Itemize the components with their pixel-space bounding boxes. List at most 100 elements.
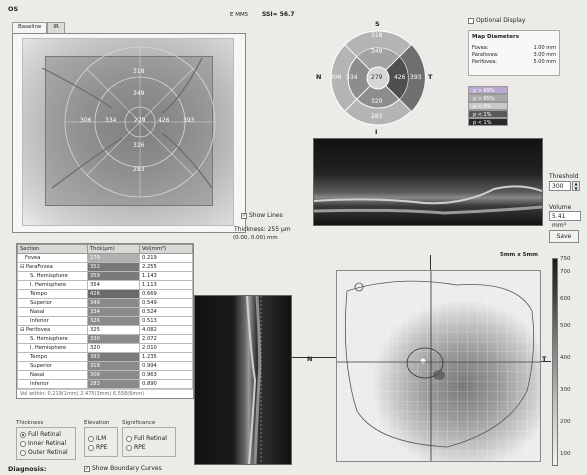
map-vertical-axis-top <box>430 255 431 270</box>
sector-outer-inferior: 283 <box>371 113 383 120</box>
sector-center: 279 <box>371 74 383 81</box>
save-button[interactable]: Save <box>549 230 579 243</box>
scale-tick-750: 750 <box>560 256 571 262</box>
table-row[interactable]: I. Hemisphere 354 1.113 <box>17 280 193 290</box>
sector-letter-s: S <box>375 20 380 28</box>
table-row[interactable]: Superior 349 0.549 <box>17 298 193 308</box>
table-row[interactable]: Inferior 326 0.513 <box>17 316 193 326</box>
section-name-cell: I. Hemisphere <box>17 343 88 353</box>
legend-p99: p > 99% <box>468 86 508 94</box>
volume-cell: 2.255 <box>139 262 193 272</box>
show-boundary-toggle[interactable]: ✓ Show Boundary Curves <box>84 465 162 472</box>
fundus-label-lower: 326 <box>133 142 145 149</box>
bscan-layers <box>313 185 543 215</box>
fundus-grid-overlay <box>41 46 216 198</box>
section-name-cell: Inferior <box>17 316 88 326</box>
volume-cell: 0.513 <box>139 316 193 326</box>
scale-tick-700: 700 <box>560 269 571 275</box>
fundus-label-outer-temporal: 393 <box>183 117 195 124</box>
show-boundary-checkbox[interactable]: ✓ <box>84 465 90 472</box>
volume-cell: 0.524 <box>139 307 193 317</box>
map-horizontal-axis-left <box>290 357 336 358</box>
table-row[interactable]: ⊟ ParaFovea 352 2.255 <box>17 262 193 272</box>
thickness-options: Thickness Full Retinal Inner Retinal Out… <box>16 420 76 460</box>
radio-outer-retinal[interactable]: Outer Retinal <box>20 448 72 457</box>
legend-p5: p < 5% <box>468 102 508 110</box>
table-row[interactable]: Tempo 426 0.669 <box>17 289 193 299</box>
map-diameters-box: Map Diameters Fovea: 1.00 mm Parafovea: 3.… <box>468 30 560 76</box>
sector-letter-n: N <box>316 73 322 81</box>
eye-label: OS <box>8 5 19 13</box>
radio-inner-retinal[interactable]: Inner Retinal <box>20 439 72 448</box>
volume-cell: 1.235 <box>139 352 193 362</box>
radio-ilm[interactable]: ILM <box>88 434 114 443</box>
show-boundary-label: Show Boundary Curves <box>92 465 162 472</box>
legend-p1b: p < 1% <box>468 118 508 126</box>
table-row[interactable]: I. Hemisphere 320 2.010 <box>17 343 193 353</box>
volume-cell: 0.890 <box>139 379 193 389</box>
sector-inner-temporal: 426 <box>394 74 406 81</box>
color-scale-ticks: 750 700 600 500 400 300 200 100 <box>560 256 586 466</box>
thickness-cell: 330 <box>87 334 140 344</box>
fundus-label-upper: 349 <box>133 90 145 97</box>
scale-tick-500: 500 <box>560 323 571 329</box>
volume-field: 5.41 mm³ <box>549 211 581 229</box>
table-row[interactable]: Inferior 283 0.890 <box>17 379 193 389</box>
fundus-label-top: 318 <box>133 68 145 75</box>
elevation-options: Elevation ILM RPE <box>84 420 118 457</box>
sector-inner-nasal: 334 <box>346 74 358 81</box>
tab-ir[interactable]: IR <box>47 22 65 33</box>
thickness-cell: 306 <box>87 370 140 380</box>
col-header-volume[interactable]: Vol(mm³) <box>139 244 193 254</box>
volume-cell: 1.113 <box>139 280 193 290</box>
diameter-row-fovea: Fovea: 1.00 mm <box>472 45 556 51</box>
diameter-row-parafovea: Parafovea: 3.00 mm <box>472 52 556 58</box>
volume-cell: 0.549 <box>139 298 193 308</box>
bscan-horizontal <box>313 138 543 226</box>
table-row[interactable]: Nasal 306 0.963 <box>17 370 193 380</box>
table-row[interactable]: ⊟ Perifovea 325 4.082 <box>17 325 193 335</box>
volume-cell: 0.963 <box>139 370 193 380</box>
threshold-stepper[interactable]: ▲ ▼ <box>572 181 580 191</box>
radio-significance-rpe[interactable]: RPE <box>126 443 172 452</box>
sector-outer-superior: 318 <box>371 32 383 39</box>
table-row[interactable]: Tempo 393 1.235 <box>17 352 193 362</box>
section-name-cell: Nasal <box>17 370 88 380</box>
sector-letter-i: I <box>375 128 378 136</box>
bscan-vertical-layers <box>246 295 262 465</box>
section-name-cell: S. Hemisphere <box>17 334 88 344</box>
optional-display-checkbox[interactable] <box>468 17 474 24</box>
thickness-cell: 349 <box>87 298 140 308</box>
show-lines-checkbox[interactable]: ✓ <box>241 212 247 219</box>
section-name-cell: Fovea <box>17 253 88 263</box>
table-row[interactable]: S. Hemisphere 359 1.143 <box>17 271 193 281</box>
thickness-cell: 318 <box>87 361 140 371</box>
table-row[interactable]: S. Hemisphere 330 2.072 <box>17 334 193 344</box>
thickness-cell: 354 <box>87 280 140 290</box>
thickness-cell: 283 <box>87 379 140 389</box>
table-row[interactable]: Superior 318 0.994 <box>17 361 193 371</box>
threshold-input[interactable]: 300 <box>549 181 571 191</box>
elevation-options-title: Elevation <box>84 420 110 426</box>
thickness-cell: 393 <box>87 352 140 362</box>
threshold-label: Threshold <box>549 173 579 180</box>
table-row[interactable]: Fovea 279 0.219 <box>17 253 193 263</box>
radio-full-retinal[interactable]: Full Retinal <box>20 430 72 439</box>
radio-rpe-elevation[interactable]: RPE <box>88 443 114 452</box>
section-name-cell: Nasal <box>17 307 88 317</box>
section-name-cell: Inferior <box>17 379 88 389</box>
thickness-cell: 426 <box>87 289 140 299</box>
tab-baseline[interactable]: Baseline <box>12 22 48 33</box>
optional-display-toggle[interactable]: Optional Display <box>468 17 525 24</box>
table-row[interactable]: Nasal 334 0.524 <box>17 307 193 317</box>
thickness-cell: 320 <box>87 343 140 353</box>
scale-tick-600: 600 <box>560 296 571 302</box>
ssi-label: SSI= 56.7 <box>262 11 295 18</box>
radio-significance-full[interactable]: Full Retinal <box>126 434 172 443</box>
col-header-thickness[interactable]: Thck(µm) <box>87 244 140 254</box>
section-name-cell: Superior <box>17 361 88 371</box>
legend-p1a: p < 1% <box>468 110 508 118</box>
col-header-section[interactable]: Section <box>17 244 88 254</box>
show-lines-toggle[interactable]: ✓ Show Lines <box>241 212 283 219</box>
thickness-cell: 325 <box>87 325 140 335</box>
